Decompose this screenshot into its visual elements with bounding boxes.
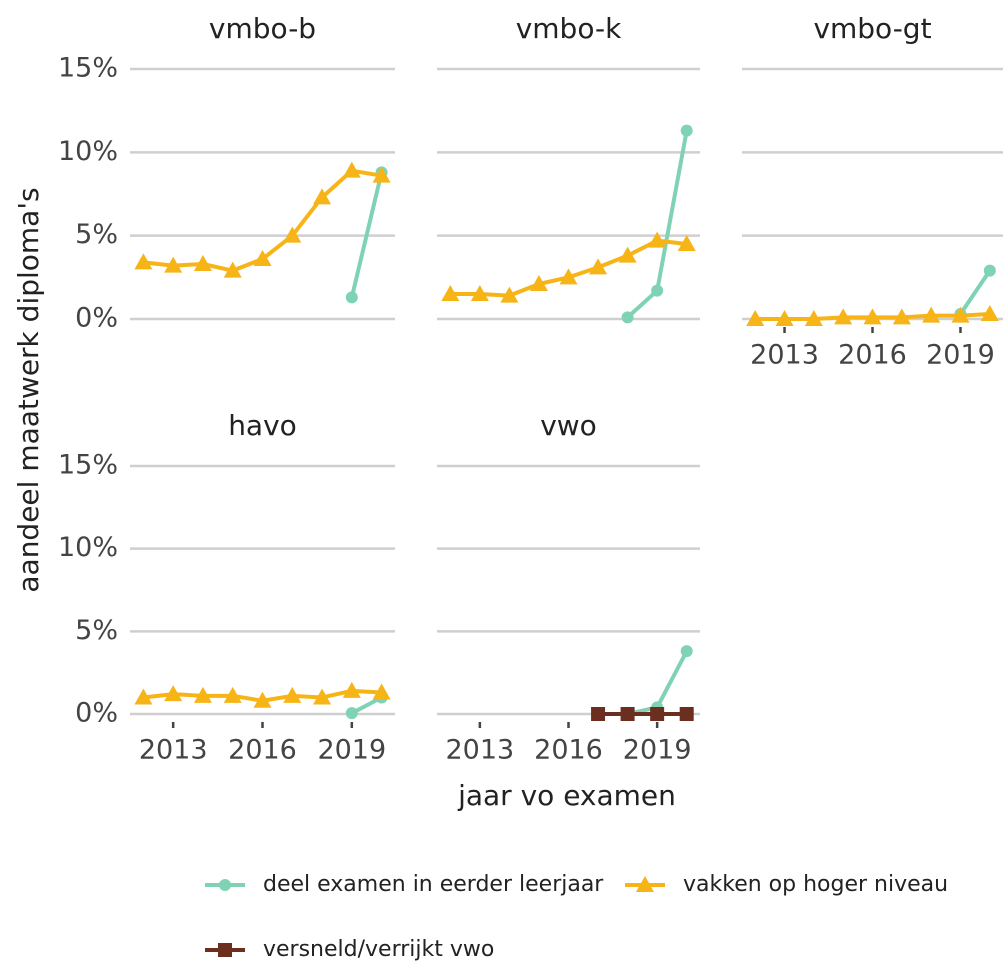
point bbox=[591, 707, 606, 721]
point bbox=[164, 256, 183, 273]
legend-label: vakken op hoger niveau bbox=[683, 872, 948, 897]
panel-title: vwo bbox=[540, 409, 597, 442]
x-tick-label: 2019 bbox=[623, 735, 692, 766]
point bbox=[470, 285, 489, 301]
x-tick-label: 2013 bbox=[750, 340, 819, 371]
series-line bbox=[958, 269, 992, 316]
point bbox=[892, 308, 911, 325]
panel-title: vmbo-b bbox=[209, 12, 316, 45]
point bbox=[313, 688, 332, 705]
panel-title: vmbo-gt bbox=[813, 12, 931, 45]
legend-label: deel examen in eerder leerjaar bbox=[263, 872, 604, 897]
y-tick-label: 0% bbox=[75, 303, 118, 334]
point bbox=[441, 285, 460, 301]
point bbox=[651, 284, 664, 297]
point bbox=[863, 308, 882, 325]
panel-title: havo bbox=[228, 409, 297, 442]
point bbox=[342, 681, 361, 698]
series-line bbox=[450, 238, 687, 298]
point bbox=[193, 686, 212, 703]
point bbox=[134, 688, 153, 705]
point bbox=[500, 286, 519, 303]
y-tick-label: 5% bbox=[75, 615, 118, 646]
x-tick-label: 2013 bbox=[445, 735, 514, 766]
point bbox=[223, 261, 242, 278]
point bbox=[589, 258, 608, 275]
y-tick-label: 15% bbox=[58, 53, 118, 84]
point bbox=[253, 250, 272, 266]
point bbox=[372, 683, 391, 700]
point bbox=[134, 253, 153, 270]
x-tick-label: 2016 bbox=[228, 735, 297, 766]
point bbox=[983, 264, 996, 277]
legend-marker bbox=[218, 943, 232, 957]
point bbox=[679, 707, 694, 721]
series-line bbox=[349, 171, 384, 298]
point bbox=[283, 686, 302, 703]
point bbox=[922, 306, 941, 323]
point bbox=[372, 166, 391, 183]
y-tick-label: 0% bbox=[75, 698, 118, 729]
point bbox=[345, 707, 358, 720]
point bbox=[650, 707, 665, 721]
point bbox=[559, 268, 578, 285]
y-tick-label: 10% bbox=[58, 136, 118, 167]
point bbox=[253, 691, 272, 708]
x-tick-label: 2016 bbox=[838, 340, 907, 371]
x-tick-label: 2019 bbox=[317, 735, 386, 766]
point bbox=[746, 310, 765, 326]
point bbox=[680, 124, 693, 137]
legend-marker bbox=[636, 876, 654, 892]
point bbox=[775, 310, 794, 326]
point bbox=[804, 310, 823, 326]
point bbox=[193, 255, 212, 271]
point bbox=[529, 275, 548, 291]
point bbox=[164, 685, 183, 702]
point bbox=[834, 308, 853, 325]
panel-title: vmbo-k bbox=[516, 12, 622, 45]
point bbox=[313, 188, 332, 205]
point bbox=[951, 306, 970, 323]
y-tick-label: 10% bbox=[58, 532, 118, 563]
point bbox=[345, 291, 358, 304]
y-axis-label: aandeel maatwerk diploma's bbox=[12, 187, 45, 592]
point bbox=[648, 231, 667, 248]
x-tick-label: 2013 bbox=[139, 735, 208, 766]
legend-label: versneld/verrijkt vwo bbox=[263, 937, 494, 962]
point bbox=[342, 161, 361, 178]
point bbox=[677, 235, 696, 251]
point bbox=[618, 246, 637, 263]
x-tick-label: 2016 bbox=[534, 735, 603, 766]
y-tick-label: 15% bbox=[58, 450, 118, 481]
point bbox=[980, 305, 999, 321]
x-tick-label: 2019 bbox=[926, 340, 995, 371]
point bbox=[621, 311, 634, 324]
x-axis-label: jaar vo examen bbox=[457, 779, 676, 812]
point bbox=[620, 707, 635, 721]
point bbox=[680, 645, 693, 658]
y-tick-label: 5% bbox=[75, 219, 118, 250]
point bbox=[223, 686, 242, 703]
legend-marker bbox=[219, 879, 231, 891]
point bbox=[283, 226, 302, 243]
